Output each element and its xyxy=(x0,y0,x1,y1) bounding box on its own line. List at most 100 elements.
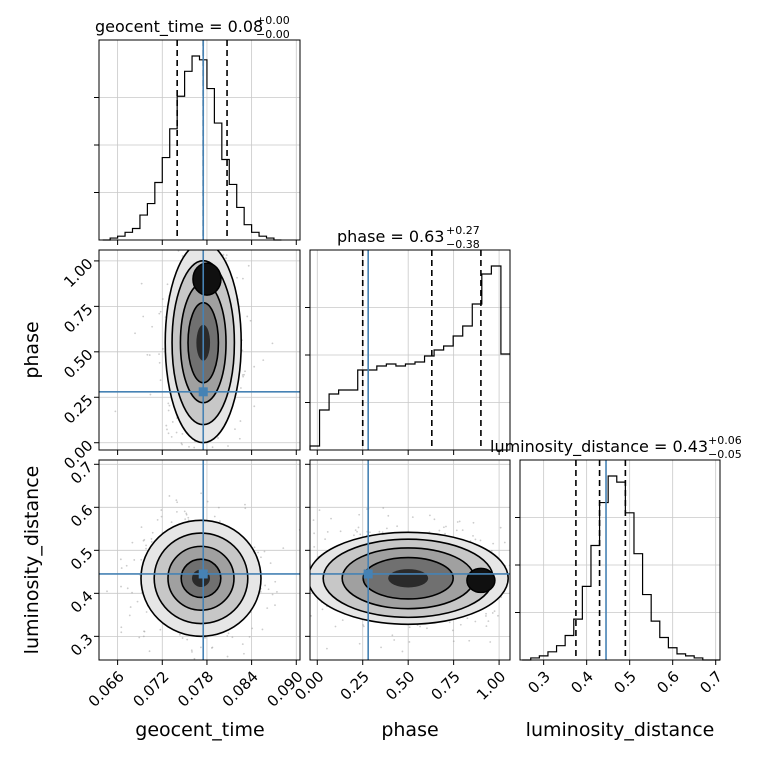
sample-point xyxy=(171,421,174,423)
sample-point xyxy=(167,432,170,435)
sample-point xyxy=(307,572,309,574)
sample-point xyxy=(426,627,428,630)
sample-point xyxy=(391,634,394,637)
sample-point xyxy=(125,564,128,567)
histogram-step xyxy=(102,55,282,241)
sample-point xyxy=(106,590,108,593)
panel-background xyxy=(99,40,300,240)
sample-point xyxy=(171,243,173,245)
sample-point xyxy=(176,510,178,513)
sample-point xyxy=(120,631,123,634)
sample-point xyxy=(236,276,238,279)
svg-text:+0.27: +0.27 xyxy=(446,224,480,237)
sample-point xyxy=(182,242,184,244)
sample-point xyxy=(253,365,256,368)
sample-point xyxy=(271,593,274,596)
sample-point xyxy=(358,642,361,645)
sample-point xyxy=(186,638,189,641)
sample-point xyxy=(241,643,244,646)
density-shade xyxy=(388,569,429,588)
sample-point xyxy=(393,639,396,641)
sample-point xyxy=(225,257,227,260)
sample-point xyxy=(170,435,173,438)
sample-point xyxy=(242,375,245,378)
sample-point xyxy=(301,534,303,536)
sample-point xyxy=(442,526,445,529)
sample-point xyxy=(145,547,147,550)
sample-point xyxy=(497,614,499,617)
tick-label-y: 0.4 xyxy=(67,587,97,617)
truth-marker xyxy=(198,387,208,397)
tick-label-y: 0.75 xyxy=(60,300,96,336)
sample-point xyxy=(444,532,446,535)
sample-point xyxy=(260,556,262,559)
tick-label-x: 0.7 xyxy=(696,668,726,698)
tick-label-y: 0.5 xyxy=(67,544,97,574)
sample-point xyxy=(243,373,245,376)
sample-point xyxy=(226,635,229,637)
sample-point xyxy=(267,588,270,591)
tick-label-y: 1.00 xyxy=(60,255,96,291)
sample-point xyxy=(339,530,342,533)
tick-label-x: 0.50 xyxy=(382,668,418,704)
sample-point xyxy=(264,584,266,587)
sample-point xyxy=(217,437,219,439)
sample-point xyxy=(120,567,123,569)
sample-point xyxy=(226,655,229,658)
sample-point xyxy=(282,547,285,550)
sample-point xyxy=(225,241,227,243)
sample-point xyxy=(213,515,216,518)
sample-point xyxy=(232,244,234,246)
sample-point xyxy=(234,428,236,431)
sample-point xyxy=(244,507,247,510)
sample-point xyxy=(217,506,220,509)
sample-point xyxy=(357,526,360,529)
sample-point xyxy=(206,500,209,503)
sample-point xyxy=(228,241,230,243)
sample-point xyxy=(451,629,454,632)
sample-point xyxy=(166,428,168,431)
sample-point xyxy=(274,580,277,583)
sample-point xyxy=(143,630,145,633)
sample-point xyxy=(326,531,329,533)
sample-point xyxy=(381,531,384,534)
sample-point xyxy=(359,533,362,536)
sample-point xyxy=(114,410,117,413)
panel-frame xyxy=(519,459,721,661)
title-luminosity-distance: luminosity_distance = 0.43 xyxy=(490,437,708,457)
sample-point xyxy=(200,646,202,649)
sample-point xyxy=(485,625,488,627)
sample-point xyxy=(120,626,123,629)
sample-point xyxy=(185,513,188,516)
sample-point xyxy=(380,646,382,649)
tick-label-x: 0.078 xyxy=(174,668,217,711)
sample-point xyxy=(170,521,173,524)
sample-point xyxy=(310,614,312,617)
sample-point xyxy=(175,431,178,434)
sample-point xyxy=(313,532,316,535)
sample-point xyxy=(458,520,461,523)
sample-point xyxy=(184,518,187,521)
sample-point xyxy=(515,590,517,592)
sample-point xyxy=(356,530,358,533)
sample-point xyxy=(167,409,170,412)
sample-point xyxy=(193,446,196,449)
sample-point xyxy=(237,453,239,455)
sample-point xyxy=(485,612,487,615)
tick-label-x: 0.3 xyxy=(524,668,554,698)
sample-point xyxy=(263,550,266,553)
sample-point xyxy=(455,529,458,532)
sample-point xyxy=(428,514,431,517)
contour-line xyxy=(167,545,235,611)
sample-point xyxy=(126,587,129,590)
sample-point xyxy=(487,620,490,623)
sample-point xyxy=(136,600,139,603)
sample-point xyxy=(145,611,148,613)
sample-point xyxy=(253,546,256,549)
xlabel-luminosity-distance: luminosity_distance xyxy=(526,719,715,741)
sample-point xyxy=(387,514,390,517)
sample-point xyxy=(489,641,492,643)
sample-point xyxy=(193,657,196,660)
sample-point xyxy=(149,393,152,396)
sample-point xyxy=(452,640,455,643)
